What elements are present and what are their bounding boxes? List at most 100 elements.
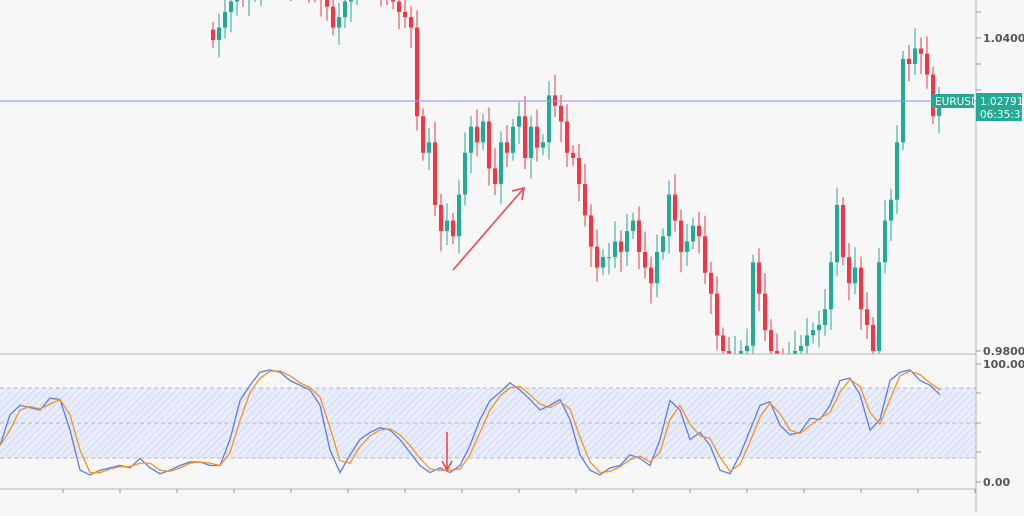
candle [577, 143, 581, 202]
candle [469, 115, 473, 174]
candle [727, 336, 731, 354]
candle [883, 200, 887, 274]
candle [751, 254, 755, 354]
candle [697, 211, 701, 254]
candle [314, 0, 316, 3]
candle [607, 243, 611, 275]
candle [331, 0, 335, 36]
candle [613, 221, 617, 269]
candle [403, 0, 407, 29]
candle [907, 44, 911, 82]
candle [763, 273, 767, 342]
osc-tick-100: 100.00 [983, 358, 1024, 371]
candle [788, 342, 790, 354]
symbol-price-label: EURUSD 1.02791 06:35:33 [932, 93, 1024, 121]
candle [487, 107, 491, 186]
candle [547, 81, 551, 160]
candle [871, 317, 875, 354]
candle [661, 228, 665, 260]
candle [481, 113, 485, 151]
candle [745, 328, 749, 354]
stochastic-k-line [0, 369, 941, 476]
candles [211, 0, 941, 354]
candle [829, 251, 833, 330]
candle [229, 0, 233, 33]
candle [637, 206, 641, 270]
candle [343, 0, 347, 29]
candle [631, 212, 635, 239]
candle [691, 217, 695, 250]
candle [356, 0, 358, 6]
candle [583, 163, 587, 227]
candle [734, 335, 736, 354]
candle [380, 0, 382, 7]
candle [703, 215, 707, 284]
candle [913, 28, 917, 76]
candle [619, 230, 623, 273]
candle [739, 340, 743, 354]
candle [715, 276, 719, 350]
candle [571, 144, 575, 166]
candle [391, 0, 395, 10]
candle [937, 86, 941, 134]
candle [709, 261, 713, 314]
candle [290, 0, 292, 1]
candle [427, 128, 431, 170]
candle [817, 310, 821, 348]
candle [439, 193, 443, 252]
candle [463, 132, 467, 206]
candle [433, 121, 437, 216]
candle [235, 0, 239, 16]
candle [517, 102, 521, 144]
candle [895, 125, 899, 214]
candle [793, 330, 797, 354]
candle [211, 21, 215, 48]
candle [308, 0, 310, 4]
candle [841, 197, 845, 265]
osc-tick-0: 0.00 [983, 476, 1010, 489]
candle [523, 95, 527, 169]
candle [805, 318, 809, 354]
trend-arrow-annotation [452, 186, 525, 271]
candle [254, 0, 256, 3]
candle [847, 243, 851, 301]
time-axis-ticks [62, 489, 976, 493]
candle [811, 322, 815, 344]
candle [565, 104, 569, 167]
candle [475, 109, 479, 157]
down-arrow-annotation [441, 432, 453, 472]
symbol-label: EURUSD [935, 96, 979, 108]
candle [667, 180, 671, 254]
candle [673, 174, 677, 232]
candle [260, 0, 262, 7]
candle [248, 0, 250, 17]
candle [553, 75, 557, 117]
candle [601, 249, 605, 276]
candle [757, 248, 761, 311]
candle [685, 224, 689, 266]
candle [535, 109, 539, 162]
candle [242, 0, 244, 7]
candle [859, 256, 863, 330]
last-price-label: 1.02791 [980, 96, 1023, 108]
candle [769, 319, 773, 354]
candle [643, 231, 647, 279]
candle [877, 248, 881, 354]
candle [775, 333, 779, 354]
candle [925, 36, 929, 89]
candle [223, 0, 227, 39]
candle [325, 0, 329, 21]
candle [457, 180, 461, 254]
candle [337, 3, 341, 45]
candle [386, 0, 388, 6]
countdown-label: 06:35:33 [980, 109, 1024, 121]
candle [349, 0, 353, 22]
candle [499, 131, 503, 205]
candle [782, 348, 784, 354]
candle [415, 10, 419, 131]
candle [493, 148, 497, 196]
candle [853, 247, 857, 295]
